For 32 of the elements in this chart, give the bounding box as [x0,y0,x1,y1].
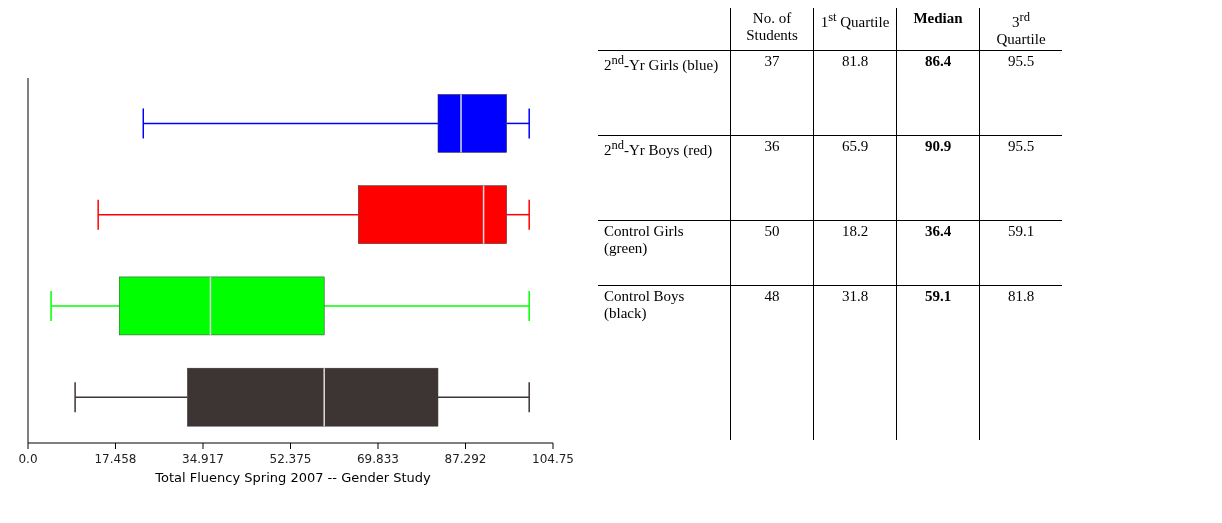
data-label: 37 [730,50,814,136]
data-label: 95.5 [979,135,1062,221]
x-tick-label: 104.75 [532,452,574,466]
data-label: 95.5 [979,50,1062,136]
x-tick-label: 1$^{st}$ Quartile [820,10,890,30]
data-label: 36 [730,135,814,221]
x-tick-label: 34.917 [182,452,224,466]
x-tick-label: Median [913,10,963,26]
data-label: 65.9 [813,135,897,221]
data-label: 31.8 [813,285,897,440]
y-tick-label: Control Girls (green) [604,223,684,256]
data-label: 59.1 [896,285,980,440]
data-label: 81.8 [813,50,897,136]
x-tick-label: 52.375 [269,452,312,466]
x-tick-label: 0.0 [18,452,38,466]
x-tick-label: No. of Students [746,10,798,43]
data-label: 48 [730,285,814,440]
y-tick-label: 2$^{nd}$-Yr Girls (blue) [604,53,719,73]
x-axis-title: Total Fluency Spring 2007 -- Gender Study [154,470,432,485]
x-tick-label: 3$^{rd}$ Quartile [996,10,1046,47]
data-label: 90.9 [896,135,980,221]
data-label: 81.8 [979,285,1062,440]
x-tick-label: 87.292 [444,452,487,466]
data-label: 86.4 [896,50,980,136]
data-label: 18.2 [813,220,897,286]
x-tick-label: 69.833 [357,452,399,466]
data-label: 50 [730,220,814,286]
data-label: 36.4 [896,220,980,286]
y-tick-label: 2$^{nd}$-Yr Boys (red) [604,138,713,158]
x-tick-label: 17.458 [94,452,137,466]
data-label: 59.1 [979,220,1062,286]
y-tick-label: Control Boys (black) [604,288,685,321]
